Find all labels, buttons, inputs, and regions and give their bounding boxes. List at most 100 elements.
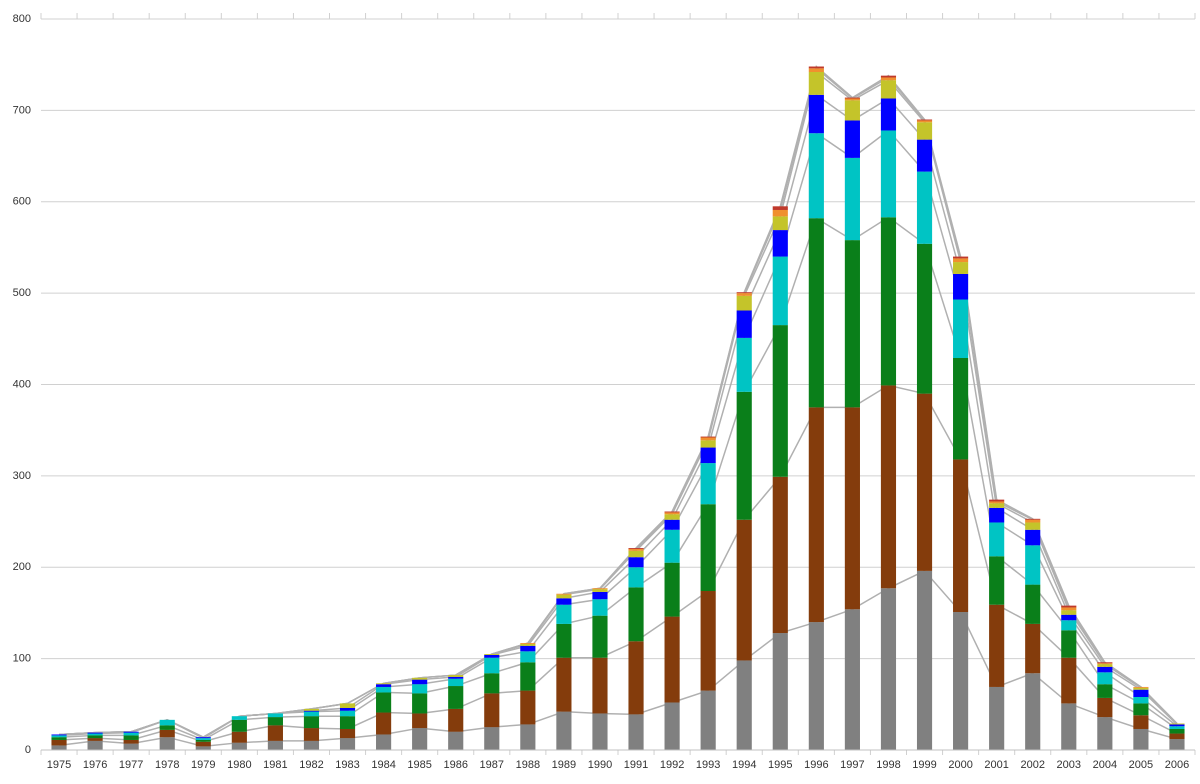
x-tick-label: 2005 [1129, 759, 1153, 771]
bar-segment [628, 714, 644, 750]
bar-segment [916, 120, 933, 123]
bar-segment [231, 742, 247, 750]
bar-segment [808, 218, 824, 408]
bar-segment [231, 731, 247, 743]
x-tick-label: 2001 [984, 759, 1008, 771]
x-tick-label: 1990 [588, 759, 612, 771]
bar-segment [1133, 689, 1149, 698]
bar-segment [989, 501, 1005, 504]
bar-segment [844, 157, 860, 241]
bar-segment [808, 71, 824, 95]
bar-segment [448, 686, 464, 709]
bar-segment [303, 708, 320, 711]
bar-segment [195, 739, 211, 742]
x-tick-label: 2002 [1020, 759, 1044, 771]
bar-segment [736, 310, 752, 338]
bar-segment [628, 557, 644, 568]
bar-segment [772, 256, 788, 326]
bar-segment [1097, 684, 1113, 698]
bar-segment [1025, 519, 1041, 523]
bar-segment [700, 690, 716, 750]
bar-segment [412, 679, 428, 685]
bar-segment [664, 512, 680, 515]
bar-segment [592, 599, 608, 616]
bar-segment [1061, 607, 1077, 611]
x-tick-label: 1984 [371, 759, 395, 771]
bar-segment [556, 604, 572, 624]
bar-segment [51, 737, 67, 740]
bar-segment [844, 100, 860, 121]
bar-segment [1061, 657, 1077, 704]
bar-segment [1061, 620, 1077, 631]
x-tick-label: 1982 [299, 759, 323, 771]
bar-segment [87, 740, 103, 750]
bar-segment [844, 609, 860, 750]
bar-segment [1097, 697, 1113, 718]
bar-segment [953, 299, 969, 359]
x-tick-label: 2000 [948, 759, 972, 771]
x-tick-label: 1976 [83, 759, 107, 771]
bar-segment [989, 499, 1005, 502]
bar-segment [520, 643, 536, 645]
bar-segment [1025, 623, 1041, 674]
bar-segment [664, 511, 680, 513]
bar-segment [628, 641, 644, 715]
bar-segment [412, 728, 428, 750]
x-tick-label: 1994 [732, 759, 756, 771]
bar-segment [916, 139, 933, 172]
bar-segment [303, 710, 320, 712]
x-tick-label: 1995 [768, 759, 792, 771]
bar-segment [736, 660, 752, 750]
bar-segment [556, 598, 572, 605]
bar-segment [267, 725, 283, 741]
bar-segment [880, 77, 897, 81]
bar-segment [664, 519, 680, 530]
bar-segment [123, 731, 139, 733]
bar-segment [628, 550, 644, 558]
bar-segment [520, 651, 536, 663]
bar-segment [844, 97, 860, 99]
bar-segment [880, 588, 897, 750]
bar-segment [772, 476, 788, 634]
bar-segment [1025, 529, 1041, 546]
series-connector [58, 67, 1178, 739]
bar-segment [736, 519, 752, 661]
bar-segment [592, 588, 608, 590]
bar-segment [808, 407, 824, 623]
bar-segment [880, 385, 897, 589]
bar-segment [303, 716, 320, 729]
bar-segment [808, 133, 824, 219]
x-tick-label: 1975 [47, 759, 71, 771]
bar-segment [448, 678, 464, 687]
bar-segment [556, 623, 572, 658]
bar-segment [448, 675, 464, 677]
x-tick-label: 1981 [263, 759, 287, 771]
bar-segment [376, 683, 392, 685]
bar-segment [87, 738, 103, 741]
bar-segment [303, 711, 320, 717]
bar-segment [123, 743, 139, 750]
x-tick-label: 1989 [552, 759, 576, 771]
bar-segment [1025, 673, 1041, 750]
bar-segment [592, 615, 608, 658]
bar-segment [520, 690, 536, 725]
bar-segment [303, 740, 320, 750]
bar-segment [520, 662, 536, 691]
bar-segment [700, 463, 716, 505]
bar-segment [1061, 630, 1077, 658]
bar-segment [267, 740, 283, 750]
bar-segment [339, 728, 356, 739]
bar-segment [376, 734, 392, 750]
bar-segment [628, 567, 644, 588]
y-tick-label: 400 [13, 378, 31, 390]
bar-segment [448, 731, 464, 750]
bar-segment [1025, 522, 1041, 530]
bar-segment [195, 746, 211, 750]
bar-segment [520, 724, 536, 750]
bar-segment [592, 589, 608, 592]
bar-segment [412, 677, 428, 680]
bar-segment [989, 522, 1005, 557]
bar-segment [267, 717, 283, 726]
bar-segment [628, 587, 644, 642]
